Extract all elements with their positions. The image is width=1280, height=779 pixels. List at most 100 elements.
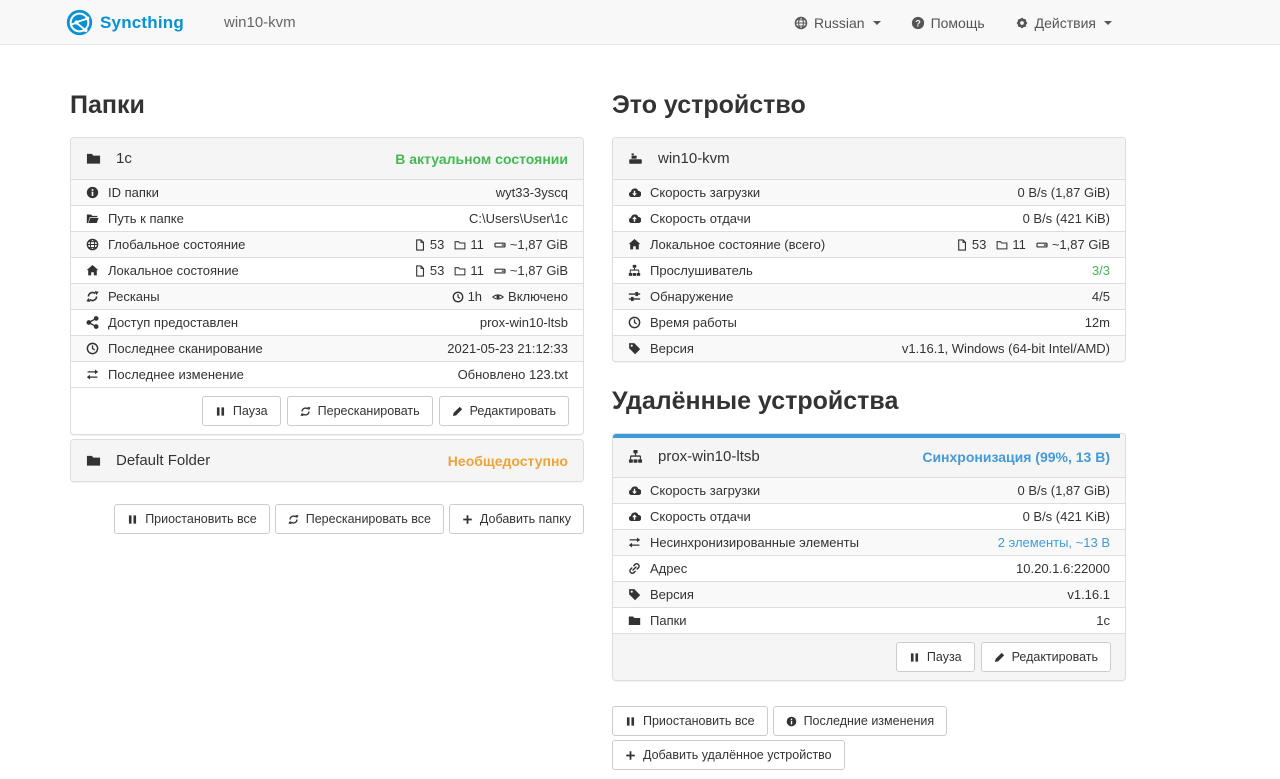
files-count: 53	[971, 237, 987, 252]
folders-column: Папки 1c В актуальном состоянии ID папки…	[70, 45, 584, 770]
sync-progress-track	[613, 434, 1125, 438]
info-circle-icon	[786, 716, 797, 727]
this-device-header[interactable]: win10-kvm	[613, 138, 1125, 179]
exchange-icon	[628, 536, 641, 549]
sync-progress-bar	[613, 434, 1120, 438]
folder-name: Default Folder	[116, 452, 211, 469]
size-value: ~1,87 GiB	[509, 237, 568, 252]
svg-text:?: ?	[915, 18, 921, 28]
table-row: Адрес 10.20.1.6:22000	[613, 555, 1125, 581]
table-row: Скорость отдачи 0 B/s (421 KiB)	[613, 503, 1125, 529]
language-label: Russian	[813, 14, 865, 31]
address-value: 10.20.1.6:22000	[1016, 561, 1110, 576]
folder-status-badge: Необщедоступно	[447, 452, 568, 469]
pause-icon	[127, 514, 138, 525]
cloud-download-icon	[628, 186, 641, 199]
pause-device-button[interactable]: Пауза	[895, 642, 975, 672]
sitemap-icon	[628, 264, 641, 277]
syncthing-brand[interactable]: Syncthing	[66, 9, 184, 36]
pencil-icon	[452, 406, 463, 417]
table-row: Доступ предоставлен prox-win10-ltsb	[71, 309, 583, 335]
help-button[interactable]: ? Помощь	[911, 15, 985, 31]
table-row: Последнее сканирование 2021-05-23 21:12:…	[71, 335, 583, 361]
folder-outline-icon	[454, 239, 466, 251]
row-label: Папки	[650, 613, 687, 628]
folders-heading: Папки	[70, 91, 145, 119]
add-remote-device-button[interactable]: Добавить удалённое устройство	[612, 740, 845, 770]
share-icon	[86, 316, 99, 329]
question-circle-icon: ?	[911, 16, 925, 30]
remote-devices-heading: Удалённые устройства	[612, 387, 899, 415]
row-value: wyt33-3yscq	[495, 185, 568, 200]
this-device-heading: Это устройство	[612, 91, 806, 119]
pause-all-folders-button[interactable]: Приостановить все	[114, 504, 270, 534]
file-icon	[956, 238, 968, 251]
row-label: Локальное состояние (всего)	[650, 237, 826, 252]
folder-outline-icon	[996, 239, 1008, 251]
row-label: Обнаружение	[650, 289, 734, 304]
hdd-icon	[1036, 239, 1048, 251]
tag-icon	[628, 342, 641, 355]
row-value: prox-win10-ltsb	[479, 315, 568, 330]
pause-icon	[215, 406, 226, 417]
link-icon	[628, 562, 641, 575]
folder-panel-default: Default Folder Необщедоступно	[70, 439, 584, 482]
folder-panel-1c: 1c В актуальном состоянии ID папки wyt33…	[70, 137, 584, 435]
row-value: 2021-05-23 21:12:33	[447, 341, 568, 356]
table-row: Путь к папке C:\Users\User\1c	[71, 205, 583, 231]
rescan-button[interactable]: Пересканировать	[286, 396, 433, 426]
edit-device-button[interactable]: Редактировать	[980, 642, 1111, 672]
row-label: Последнее сканирование	[108, 341, 263, 356]
version-value: v1.16.1, Windows (64-bit Intel/AMD)	[901, 341, 1110, 356]
discovery-value: 4/5	[1091, 289, 1110, 304]
edit-folder-button[interactable]: Редактировать	[438, 396, 569, 426]
row-value: 0 B/s (421 KiB)	[1022, 509, 1110, 524]
sliders-icon	[628, 290, 641, 303]
pause-all-devices-button[interactable]: Приостановить все	[612, 706, 768, 736]
rescan-interval: 1h	[467, 289, 483, 304]
recent-changes-button[interactable]: Последние изменения	[772, 706, 948, 736]
rescan-all-button[interactable]: Пересканировать все	[274, 504, 444, 534]
table-row: Локальное состояние 53 11 ~1,87 GiB	[71, 257, 583, 283]
globe-icon	[86, 238, 99, 251]
plus-icon	[462, 514, 473, 525]
default-folder-header[interactable]: Default Folder Необщедоступно	[71, 440, 583, 481]
folder-panel-header[interactable]: 1c В актуальном состоянии	[71, 138, 583, 179]
remote-device-panel: prox-win10-ltsb Синхронизация (99%, 13 B…	[612, 433, 1126, 681]
out-of-sync-items-link[interactable]: 2 элементы, ~13 B	[997, 535, 1110, 550]
device-name: win10-kvm	[658, 150, 730, 167]
syncthing-logo-icon	[66, 9, 93, 36]
row-label: Версия	[650, 587, 694, 602]
row-value: 0 B/s (1,87 GiB)	[1017, 185, 1110, 200]
folder-icon	[628, 614, 641, 627]
dirs-count: 11	[470, 237, 484, 252]
exchange-icon	[86, 368, 99, 381]
language-dropdown[interactable]: Russian	[794, 15, 881, 31]
row-label: Скорость отдачи	[650, 211, 751, 226]
table-row: Скорость отдачи 0 B/s (421 KiB)	[613, 205, 1125, 231]
file-icon	[414, 238, 426, 251]
gear-icon	[1015, 16, 1029, 30]
table-row: Скорость загрузки 0 B/s (1,87 GiB)	[613, 477, 1125, 503]
table-row: Последнее изменение Обновлено 123.txt	[71, 361, 583, 387]
sitemap-icon	[628, 449, 643, 464]
remote-device-header[interactable]: prox-win10-ltsb Синхронизация (99%, 13 B…	[613, 438, 1125, 477]
cloud-download-icon	[628, 484, 641, 497]
row-label: Последнее изменение	[108, 367, 244, 382]
pencil-icon	[994, 652, 1005, 663]
eye-icon	[492, 291, 505, 303]
pause-button[interactable]: Пауза	[201, 396, 281, 426]
folder-name: 1c	[116, 150, 132, 167]
table-row: Несинхронизированные элементы 2 элементы…	[613, 529, 1125, 555]
hdd-icon	[494, 239, 506, 251]
actions-label: Действия	[1034, 14, 1096, 31]
pause-icon	[909, 652, 920, 663]
add-folder-button[interactable]: Добавить папку	[448, 504, 584, 534]
row-value: Обновлено 123.txt	[457, 367, 568, 382]
row-label: Скорость загрузки	[650, 483, 761, 498]
caret-down-icon	[1104, 20, 1112, 25]
row-value: 0 B/s (1,87 GiB)	[1017, 483, 1110, 498]
table-row: Папки 1c	[613, 607, 1125, 633]
actions-dropdown[interactable]: Действия	[1015, 15, 1112, 31]
table-row: Прослушиватель 3/3	[613, 257, 1125, 283]
